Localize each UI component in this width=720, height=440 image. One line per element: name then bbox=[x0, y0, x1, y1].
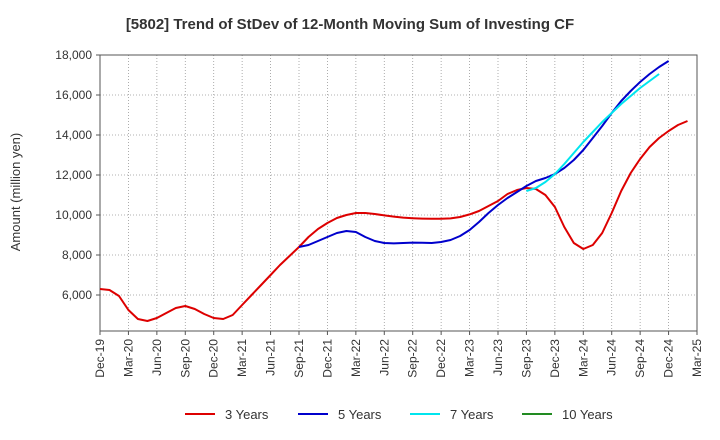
plot-frame bbox=[99, 54, 698, 332]
y-tick-label: 14,000 bbox=[55, 128, 92, 142]
x-tick-label: Jun-24 bbox=[605, 339, 619, 376]
y-tick-label: 8,000 bbox=[62, 248, 92, 262]
y-tick-label: 16,000 bbox=[55, 88, 92, 102]
x-tick-label: Sep-23 bbox=[519, 339, 533, 378]
y-tick-label: 18,000 bbox=[55, 48, 92, 62]
x-tick-label: Dec-23 bbox=[548, 339, 562, 378]
x-tick-label: Jun-20 bbox=[150, 339, 164, 376]
x-tick-label: Mar-24 bbox=[576, 339, 590, 377]
legend: 3 Years 5 Years 7 Years 10 Years bbox=[185, 407, 613, 422]
chart-title: [5802] Trend of StDev of 12-Month Moving… bbox=[126, 16, 574, 33]
legend-label-5-years: 5 Years bbox=[338, 407, 382, 422]
x-tick-label: Mar-20 bbox=[121, 339, 135, 377]
x-tick-label: Dec-22 bbox=[434, 339, 448, 378]
y-tick-label: 10,000 bbox=[55, 208, 92, 222]
x-tick-label: Jun-21 bbox=[264, 339, 278, 376]
x-tick-label: Sep-24 bbox=[633, 339, 647, 378]
x-tick-label: Mar-21 bbox=[235, 339, 249, 377]
x-tick-label: Sep-21 bbox=[292, 339, 306, 378]
x-tick-label: Sep-22 bbox=[406, 339, 420, 378]
x-tick-label: Dec-21 bbox=[320, 339, 334, 378]
series-line-7-years bbox=[526, 73, 660, 192]
x-tick-label: Sep-20 bbox=[178, 339, 192, 378]
x-tick-label: Mar-22 bbox=[349, 339, 363, 377]
x-tick-label: Dec-24 bbox=[662, 339, 676, 378]
series-group bbox=[99, 60, 688, 322]
plot-grid bbox=[100, 54, 697, 331]
x-tick-label: Dec-20 bbox=[207, 339, 221, 378]
x-tick-label: Mar-23 bbox=[463, 339, 477, 377]
x-tick-label: Mar-25 bbox=[690, 339, 704, 377]
y-tick-label: 6,000 bbox=[62, 288, 92, 302]
x-axis: Dec-19 Mar-20 Jun-20 Sep-20 Dec-20 Mar-21 Jun-… bbox=[93, 331, 704, 378]
legend-label-10-years: 10 Years bbox=[562, 407, 613, 422]
legend-label-7-years: 7 Years bbox=[450, 407, 494, 422]
y-tick-label: 12,000 bbox=[55, 168, 92, 182]
x-tick-label: Dec-19 bbox=[93, 339, 107, 378]
x-tick-label: Jun-22 bbox=[377, 339, 391, 376]
y-axis-label: Amount (million yen) bbox=[8, 133, 23, 252]
y-axis: 6,000 8,000 10,000 12,000 14,000 16,000 18,000 bbox=[55, 48, 100, 302]
series-line-3-years bbox=[99, 120, 688, 322]
x-tick-label: Jun-23 bbox=[491, 339, 505, 376]
series-line-5-years bbox=[298, 60, 670, 248]
legend-label-3-years: 3 Years bbox=[225, 407, 269, 422]
